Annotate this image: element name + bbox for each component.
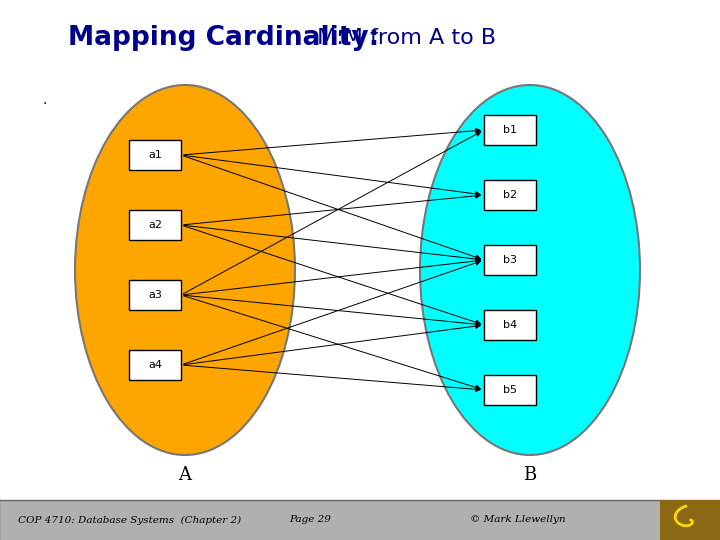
Text: b3: b3 <box>503 255 517 265</box>
FancyBboxPatch shape <box>484 310 536 340</box>
FancyBboxPatch shape <box>129 280 181 310</box>
Text: A: A <box>179 466 192 484</box>
Bar <box>0 500 720 540</box>
FancyBboxPatch shape <box>484 375 536 405</box>
Text: b2: b2 <box>503 190 517 200</box>
Text: b1: b1 <box>503 125 517 135</box>
FancyBboxPatch shape <box>129 140 181 170</box>
Text: COP 4710: Database Systems  (Chapter 2): COP 4710: Database Systems (Chapter 2) <box>18 516 241 524</box>
Text: Page 29: Page 29 <box>289 516 331 524</box>
FancyBboxPatch shape <box>484 245 536 275</box>
Ellipse shape <box>75 85 295 455</box>
Text: b5: b5 <box>503 385 517 395</box>
Text: a3: a3 <box>148 290 162 300</box>
Text: Mapping Cardinality:: Mapping Cardinality: <box>68 25 379 51</box>
Text: M:M from A to B: M:M from A to B <box>310 28 496 48</box>
FancyBboxPatch shape <box>129 350 181 380</box>
Text: a4: a4 <box>148 360 162 370</box>
Text: a1: a1 <box>148 150 162 160</box>
Bar <box>660 500 720 540</box>
Text: B: B <box>523 466 536 484</box>
FancyBboxPatch shape <box>129 210 181 240</box>
Text: .: . <box>42 93 46 107</box>
FancyBboxPatch shape <box>484 115 536 145</box>
Ellipse shape <box>420 85 640 455</box>
FancyBboxPatch shape <box>484 180 536 210</box>
Text: a2: a2 <box>148 220 162 230</box>
Text: © Mark Llewellyn: © Mark Llewellyn <box>470 516 565 524</box>
Text: b4: b4 <box>503 320 517 330</box>
